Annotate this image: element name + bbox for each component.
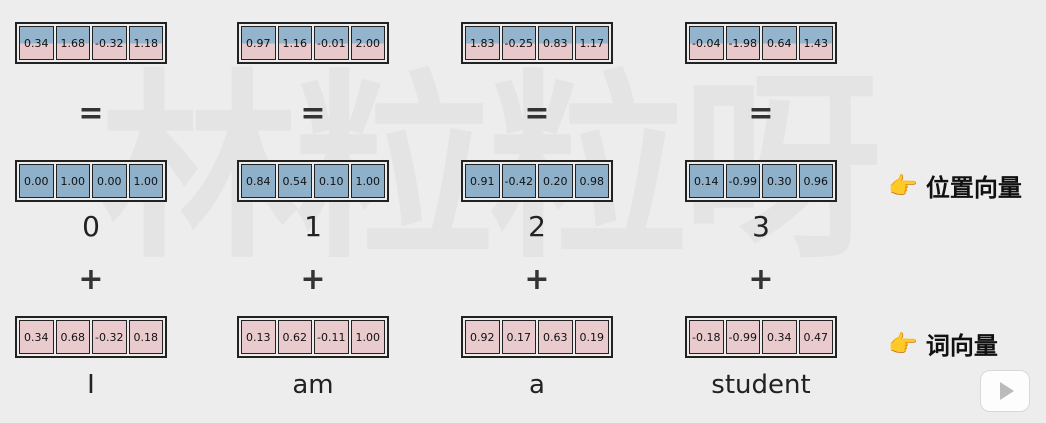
vector-cell: -0.32	[92, 320, 127, 354]
vector-cell: 1.43	[798, 26, 833, 60]
vector-cell: -0.18	[689, 320, 724, 354]
vector-cell: 0.84	[241, 164, 276, 198]
vector-cell: 1.00	[55, 164, 90, 198]
position-index: 2	[528, 210, 546, 243]
vector-cell: 1.17	[574, 26, 609, 60]
vector-cell: 0.30	[762, 164, 797, 198]
vector-cell: 0.19	[574, 320, 609, 354]
equals-sign: =	[300, 96, 326, 131]
vector-cell: 1.18	[128, 26, 163, 60]
vector-cell: 0.20	[538, 164, 573, 198]
vector-cell: 0.64	[762, 26, 797, 60]
vector-cell: -0.01	[314, 26, 349, 60]
word-vector: 0.13 0.62 -0.11 1.00	[237, 316, 389, 358]
sum-vector: 0.97 1.16 -0.01 2.00	[237, 22, 389, 64]
vector-cell: -0.42	[501, 164, 536, 198]
vector-cell: 0.97	[241, 26, 276, 60]
vector-cell: 0.83	[538, 26, 573, 60]
vector-cell: 2.00	[350, 26, 385, 60]
vector-cell: -0.25	[501, 26, 536, 60]
position-vector: 0.14 -0.99 0.30 0.96	[685, 160, 837, 202]
vector-cell: 0.17	[501, 320, 536, 354]
vector-cell: 0.98	[574, 164, 609, 198]
vector-cell: 1.00	[350, 164, 385, 198]
vector-cell: -0.04	[689, 26, 724, 60]
legend-word-vector: 👉 词向量	[888, 326, 998, 361]
vector-cell: 0.18	[128, 320, 163, 354]
vector-cell: 0.14	[689, 164, 724, 198]
position-index: 1	[304, 210, 322, 243]
word-label: I	[87, 370, 95, 400]
vector-cell: 0.47	[798, 320, 833, 354]
word-label: student	[711, 370, 811, 400]
position-vector: 0.84 0.54 0.10 1.00	[237, 160, 389, 202]
plus-sign: +	[300, 262, 326, 297]
word-vector: -0.18 -0.99 0.34 0.47	[685, 316, 837, 358]
word-vector: 0.34 0.68 -0.32 0.18	[15, 316, 167, 358]
position-index: 3	[752, 210, 770, 243]
vector-cell: -1.98	[725, 26, 760, 60]
vector-cell: 0.13	[241, 320, 276, 354]
column-1: 0.97 1.16 -0.01 2.00 = 0.84 0.54 0.10 1.…	[237, 0, 397, 423]
vector-cell: 1.68	[55, 26, 90, 60]
vector-cell: 0.63	[538, 320, 573, 354]
column-2: 1.83 -0.25 0.83 1.17 = 0.91 -0.42 0.20 0…	[461, 0, 621, 423]
vector-cell: 0.00	[19, 164, 54, 198]
equals-sign: =	[78, 96, 104, 131]
sum-vector: 0.34 1.68 -0.32 1.18	[15, 22, 167, 64]
plus-sign: +	[78, 262, 104, 297]
vector-cell: 0.62	[277, 320, 312, 354]
vector-cell: 1.00	[128, 164, 163, 198]
vector-cell: 1.83	[465, 26, 500, 60]
vector-cell: -0.11	[314, 320, 349, 354]
vector-cell: 0.68	[55, 320, 90, 354]
equals-sign: =	[748, 96, 774, 131]
hand-pointing-right-icon: 👉	[888, 329, 918, 358]
position-vector: 0.00 1.00 0.00 1.00	[15, 160, 167, 202]
vector-cell: 1.00	[350, 320, 385, 354]
position-index: 0	[82, 210, 100, 243]
legend-label: 词向量	[925, 332, 998, 360]
vector-cell: 0.92	[465, 320, 500, 354]
vector-cell: 0.91	[465, 164, 500, 198]
vector-cell: 1.16	[277, 26, 312, 60]
sum-vector: -0.04 -1.98 0.64 1.43	[685, 22, 837, 64]
vector-cell: -0.99	[725, 164, 760, 198]
plus-sign: +	[748, 262, 774, 297]
vector-cell: 0.10	[314, 164, 349, 198]
word-label: a	[529, 370, 545, 400]
play-icon	[1000, 382, 1014, 400]
vector-cell: 0.96	[798, 164, 833, 198]
legend-label: 位置向量	[925, 174, 1022, 202]
legend-position-vector: 👉 位置向量	[888, 168, 1022, 203]
hand-pointing-right-icon: 👉	[888, 171, 918, 200]
equals-sign: =	[524, 96, 550, 131]
vector-cell: 0.34	[19, 320, 54, 354]
column-0: 0.34 1.68 -0.32 1.18 = 0.00 1.00 0.00 1.…	[15, 0, 175, 423]
word-vector: 0.92 0.17 0.63 0.19	[461, 316, 613, 358]
vector-cell: -0.32	[92, 26, 127, 60]
plus-sign: +	[524, 262, 550, 297]
word-label: am	[292, 370, 334, 400]
vector-cell: 0.34	[19, 26, 54, 60]
position-vector: 0.91 -0.42 0.20 0.98	[461, 160, 613, 202]
column-3: -0.04 -1.98 0.64 1.43 = 0.14 -0.99 0.30 …	[685, 0, 845, 423]
vector-cell: 0.34	[762, 320, 797, 354]
sum-vector: 1.83 -0.25 0.83 1.17	[461, 22, 613, 64]
vector-cell: 0.54	[277, 164, 312, 198]
play-button[interactable]	[980, 370, 1030, 412]
vector-cell: -0.99	[725, 320, 760, 354]
vector-cell: 0.00	[92, 164, 127, 198]
